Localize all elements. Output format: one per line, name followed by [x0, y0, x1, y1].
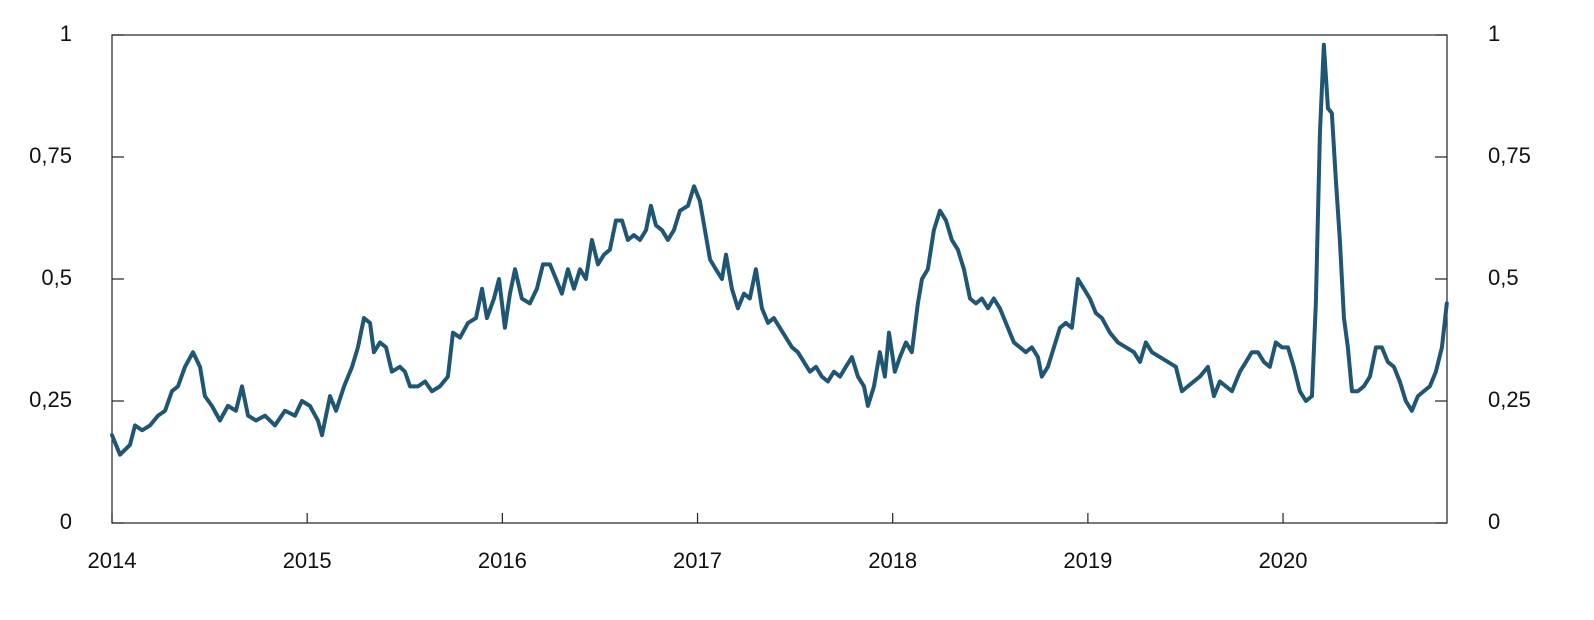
x-tick-label: 2017 [673, 548, 722, 573]
y-tick-label: 0 [60, 509, 72, 534]
x-tick-label: 2020 [1259, 548, 1308, 573]
x-tick-label: 2015 [283, 548, 332, 573]
y2-tick-label: 0 [1488, 509, 1500, 534]
y-tick-label: 1 [60, 21, 72, 46]
y-tick-label: 0,5 [41, 265, 72, 290]
line-series [110, 42, 1449, 457]
x-tick-label: 2016 [478, 548, 527, 573]
plot-frame [111, 34, 1448, 524]
y2-tick-label: 1 [1488, 21, 1500, 46]
y-tick-label: 0,25 [29, 387, 72, 412]
x-tick-label: 2019 [1063, 548, 1112, 573]
x-tick-label: 2018 [868, 548, 917, 573]
x-tick-label: 2014 [88, 548, 137, 573]
y2-tick-label: 0,25 [1488, 387, 1531, 412]
y2-tick-label: 0,75 [1488, 143, 1531, 168]
y2-tick-label: 0,5 [1488, 265, 1519, 290]
y-tick-label: 0,75 [29, 143, 72, 168]
